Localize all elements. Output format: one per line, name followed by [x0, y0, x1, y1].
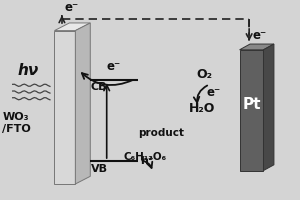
- Text: e⁻: e⁻: [207, 86, 221, 99]
- Polygon shape: [240, 50, 263, 171]
- Text: C₆H₁₂O₆: C₆H₁₂O₆: [123, 152, 166, 162]
- Text: h⁺: h⁺: [140, 156, 154, 166]
- Text: e⁻: e⁻: [107, 60, 121, 73]
- Polygon shape: [54, 23, 90, 31]
- Text: VB: VB: [91, 164, 108, 174]
- Text: O₂: O₂: [196, 68, 212, 81]
- Polygon shape: [54, 31, 75, 184]
- Text: Pt: Pt: [242, 97, 261, 112]
- Polygon shape: [263, 44, 274, 171]
- Text: e⁻: e⁻: [253, 29, 267, 42]
- Text: e⁻: e⁻: [64, 1, 79, 14]
- Text: product: product: [138, 128, 184, 138]
- Polygon shape: [75, 23, 90, 184]
- Text: H₂O: H₂O: [189, 102, 215, 115]
- Text: WO₃
/FTO: WO₃ /FTO: [2, 112, 31, 134]
- Text: hν: hν: [17, 63, 38, 78]
- Polygon shape: [240, 44, 274, 50]
- Text: CB: CB: [91, 82, 107, 92]
